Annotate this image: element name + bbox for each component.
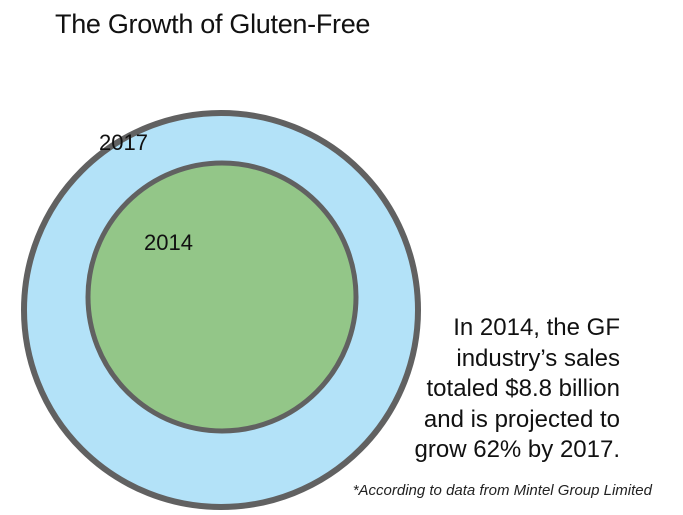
- circle-label-2014: 2014: [144, 230, 193, 255]
- caption-line: In 2014, the GF: [453, 314, 620, 341]
- growth-caption: In 2014, the GF industry’s sales totaled…: [300, 313, 620, 466]
- caption-line: and is projected to: [423, 405, 620, 433]
- circle-label-2017: 2017: [99, 130, 148, 155]
- circle-2014: [85, 160, 359, 434]
- chart-title: The Growth of Gluten-Free: [55, 9, 371, 39]
- caption-line: industry’s sales: [456, 344, 620, 372]
- source-footnote: *According to data from Mintel Group Lim…: [352, 482, 652, 499]
- caption-line: grow 62% by 2017.: [414, 436, 620, 463]
- caption-line: totaled $8.8 billion: [426, 375, 620, 402]
